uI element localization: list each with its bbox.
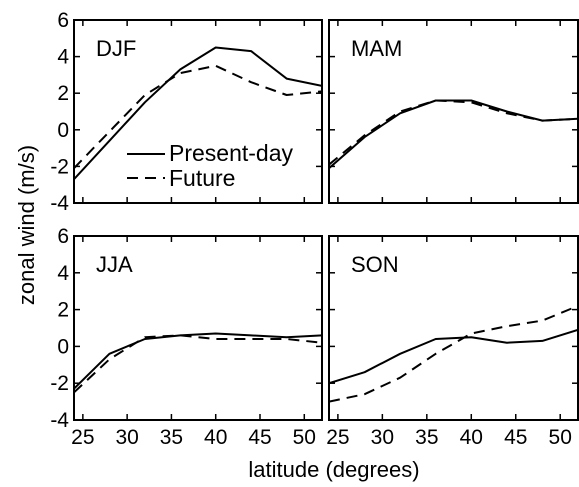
y-tick-label: 0 [57, 119, 69, 142]
panel-title: JJA [96, 252, 133, 277]
panel-title: DJF [96, 36, 136, 61]
x-tick-label: 25 [71, 426, 94, 449]
y-tick-label: 4 [57, 46, 69, 69]
x-tick-label: 35 [415, 426, 438, 449]
y-tick-label: 2 [57, 82, 69, 105]
y-tick-label: 0 [57, 335, 69, 358]
legend-solid-label: Present-day [169, 140, 294, 166]
x-tick-label: 30 [371, 426, 394, 449]
y-tick-label: 2 [57, 299, 69, 322]
y-tick-label: 6 [57, 225, 69, 248]
series-present-day-line [74, 332, 322, 390]
series-present-day-line [329, 328, 578, 385]
panel-frame [328, 19, 579, 204]
panel-title: MAM [351, 36, 402, 61]
y-tick-label: 4 [57, 262, 69, 285]
series-future-line [329, 304, 578, 403]
x-tick-label: 30 [115, 426, 138, 449]
y-tick-label: -4 [50, 192, 69, 215]
series-future-line [74, 64, 322, 169]
y-tick-label: -4 [50, 409, 69, 432]
series-present-day-line [74, 46, 322, 180]
x-axis-label: latitude (degrees) [248, 457, 419, 482]
y-tick-label: -2 [50, 372, 69, 395]
legend-dashed-label: Future [169, 165, 235, 191]
panel-djf: -4 -2 0 2 4 6 DJF [50, 9, 323, 215]
panel-title: SON [351, 252, 399, 277]
x-tick-label: 45 [504, 426, 527, 449]
panel-mam: MAM [328, 19, 579, 204]
y-axis-label: zonal wind (m/s) [14, 145, 39, 305]
x-tick-label: 50 [293, 426, 316, 449]
y-tick-label: 6 [57, 9, 69, 32]
x-tick-label: 35 [160, 426, 183, 449]
x-tick-label: 40 [204, 426, 227, 449]
series-present-day-line [329, 99, 578, 169]
legend: Present-day Future [127, 140, 294, 191]
panel-jja: 25 30 35 40 45 50 -4 -2 0 2 4 6 JJA [50, 225, 323, 449]
panel-frame [328, 235, 579, 421]
panel-frame [73, 19, 323, 204]
series-future-line [329, 99, 578, 166]
x-tick-label: 50 [549, 426, 572, 449]
x-tick-label: 40 [460, 426, 483, 449]
y-tick-label: -2 [50, 155, 69, 178]
series-future-line [74, 334, 322, 394]
x-tick-label: 45 [248, 426, 271, 449]
x-tick-label: 25 [326, 426, 349, 449]
panels: -4 -2 0 2 4 6 DJF MAM 25 30 35 40 45 50 -4 -2 0 2 4 6 JJA 25 3… [50, 9, 579, 449]
panel-frame [73, 235, 323, 421]
panel-son: 25 30 35 40 45 50 SON [326, 235, 579, 449]
